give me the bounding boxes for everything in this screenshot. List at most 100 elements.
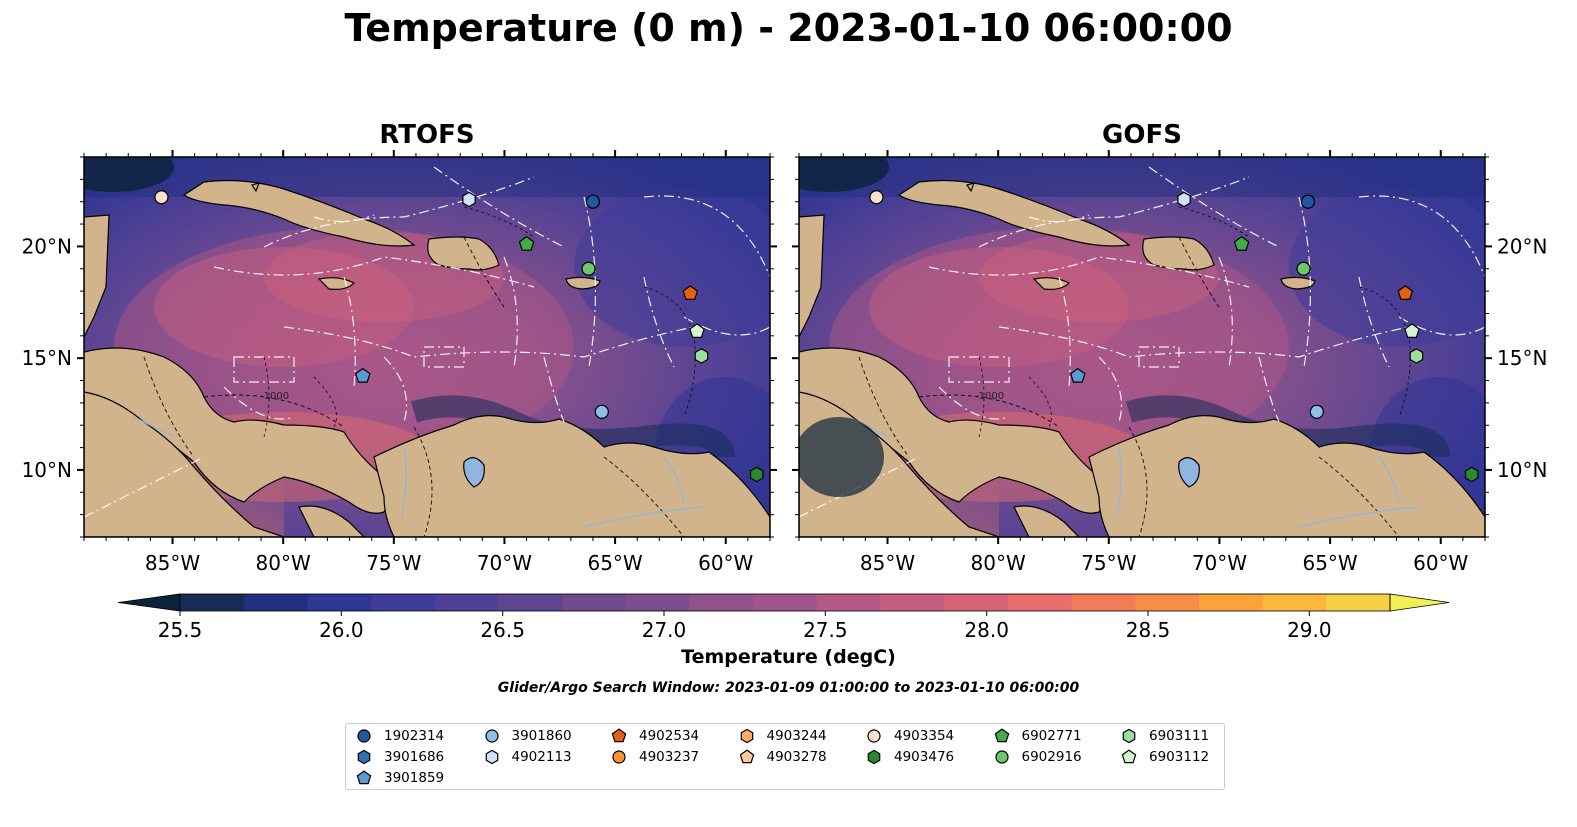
legend-label: 4902534	[639, 728, 700, 744]
legend-item-3901860: 3901860	[484, 726, 572, 746]
legend-label: 4902113	[511, 749, 572, 765]
legend-item-6902771: 6902771	[994, 726, 1082, 746]
colorbar-segment	[1326, 594, 1391, 611]
legend-marker	[611, 728, 627, 743]
legend-marker	[612, 750, 626, 764]
float-marker-4902113	[1177, 191, 1191, 208]
lon-tick-label: 85°W	[860, 551, 915, 575]
legend-label: 4903354	[894, 728, 955, 744]
circle-marker-icon	[612, 750, 626, 764]
colorbar-segment	[371, 594, 436, 611]
colorbar-segment	[944, 594, 1009, 611]
legend-label: 6903112	[1149, 749, 1210, 765]
legend-label: 3901686	[384, 749, 445, 765]
float-marker-3901859	[354, 367, 371, 383]
legend-marker	[484, 729, 499, 743]
hexagon-marker-icon	[485, 749, 498, 765]
colorbar: 25.5 26.0 26.5 27.0 27.5 28.0 28.5 29.0	[117, 593, 1450, 642]
colorbar-tick-label: 26.5	[480, 618, 525, 642]
hexagon-marker-icon	[357, 749, 371, 765]
float-marker-6902771	[518, 235, 535, 251]
hexagon-marker-icon	[1122, 728, 1136, 744]
colorbar-extend-max	[1389, 593, 1450, 612]
circle-marker-icon	[357, 729, 371, 743]
colorbar-segment	[243, 594, 308, 611]
float-marker-4902534	[1397, 285, 1414, 300]
legend-label: 4903237	[639, 749, 700, 765]
legend-item-4903476: 4903476	[866, 747, 954, 767]
pentagon-marker-icon	[1121, 749, 1137, 764]
circle-marker-icon	[484, 729, 499, 743]
lat-tick-label: 10°N	[1497, 458, 1547, 482]
float-marker-4903354	[154, 190, 169, 205]
colorbar-tick-label: 28.0	[964, 618, 1009, 642]
colorbar-extend-min	[117, 593, 181, 612]
legend-item-4903237: 4903237	[611, 747, 699, 767]
colorbar-segment	[753, 594, 818, 611]
colorbar-tick-label: 27.5	[803, 618, 848, 642]
legend-item-4903278: 4903278	[739, 747, 827, 767]
colorbar-segment	[1007, 594, 1073, 611]
colorbar-label: Temperature (degC)	[681, 646, 896, 668]
float-marker-4902113	[462, 191, 476, 208]
float-marker-6902916	[581, 261, 596, 276]
float-marker-3901860	[594, 404, 609, 419]
float-marker-4903354	[869, 190, 884, 205]
search-window-text: Glider/Argo Search Window: 2023-01-09 01…	[497, 680, 1080, 696]
float-marker-6903111	[1409, 348, 1424, 364]
colorbar-segment	[625, 594, 691, 611]
legend-marker	[994, 728, 1009, 743]
colorbar-segment	[180, 594, 245, 611]
legend-item-6902916: 6902916	[994, 747, 1082, 767]
legend-marker	[739, 749, 754, 764]
lat-tick-label: 10°N	[22, 458, 72, 482]
legend-label: 4903278	[766, 749, 827, 765]
float-marker-1902314	[1300, 194, 1316, 209]
legend-marker	[740, 728, 753, 744]
colorbar-tick-label: 25.5	[158, 618, 203, 642]
float-marker-6902771	[1233, 235, 1250, 251]
float-marker-1902314	[585, 194, 601, 209]
colorbar-segment	[434, 594, 500, 611]
rtofs-axis-ticks: 85°W 80°W 75°W 70°W 65°W 60°W 10°N 15°N 20°N	[22, 150, 777, 575]
colorbar-segment	[880, 594, 945, 611]
pentagon-marker-icon	[739, 749, 754, 764]
figure-title: Temperature (0 m) - 2023-01-10 06:00:00	[344, 6, 1233, 50]
legend-item-4903244: 4903244	[739, 726, 827, 746]
lon-tick-label: 60°W	[1413, 551, 1468, 575]
float-marker-6902916	[1296, 261, 1311, 276]
legend-item-6903112: 6903112	[1121, 747, 1209, 767]
legend-marker	[1121, 749, 1137, 764]
legend-item-4902113: 4902113	[484, 747, 572, 767]
float-marker-4903476	[1464, 466, 1479, 483]
colorbar-segment	[689, 594, 754, 611]
lat-tick-label: 15°N	[1497, 346, 1547, 370]
hexagon-marker-icon	[867, 749, 881, 765]
float-legend: 1902314 3901686 3901859 3901860 4902113 49025…	[345, 723, 1225, 790]
colorbar-segment	[307, 594, 372, 611]
float-marker-4903476	[749, 466, 764, 483]
gofs-map-panel: 85°W 80°W 75°W 70°W 65°W 60°W 10°N 15°N 20°N	[792, 150, 1547, 575]
rtofs-float-markers	[154, 190, 764, 483]
float-marker-3901859	[1069, 367, 1086, 383]
float-marker-6903111	[694, 348, 709, 364]
legend-marker	[994, 750, 1009, 764]
colorbar-segment	[562, 594, 627, 611]
legend-label: 3901859	[384, 770, 445, 786]
legend-item-6903111: 6903111	[1121, 726, 1209, 746]
legend-marker	[867, 729, 881, 743]
gofs-float-markers	[869, 190, 1479, 483]
colorbar-tick-label: 26.0	[319, 618, 364, 642]
colorbar-segment	[498, 594, 563, 611]
lon-tick-label: 60°W	[698, 551, 753, 575]
lon-tick-label: 70°W	[1192, 551, 1247, 575]
lon-tick-label: 75°W	[366, 551, 421, 575]
lon-tick-label: 70°W	[477, 551, 532, 575]
colorbar-tick-label: 27.0	[642, 618, 687, 642]
legend-marker	[867, 749, 881, 765]
circle-marker-icon	[867, 729, 881, 743]
legend-label: 6902771	[1021, 728, 1082, 744]
legend-label: 1902314	[384, 728, 445, 744]
pentagon-marker-icon	[611, 728, 627, 743]
